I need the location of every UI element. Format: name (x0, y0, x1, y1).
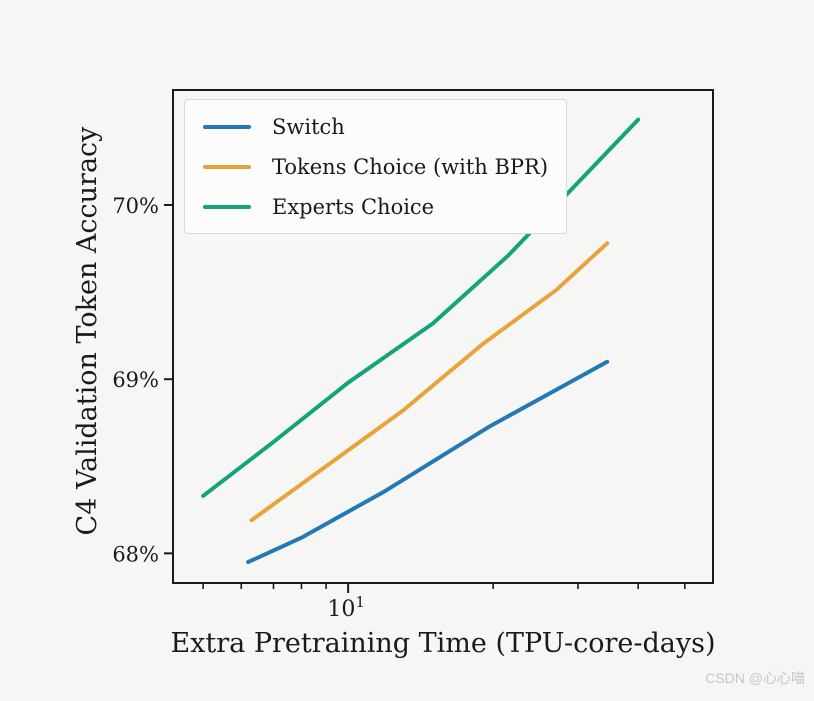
y-tick-label: 68% (112, 542, 159, 566)
legend-label: Experts Choice (272, 194, 435, 219)
x-axis-label: Extra Pretraining Time (TPU-core-days) (170, 628, 716, 659)
legend-line-switch-swatch (203, 124, 251, 129)
legend-label: Switch (272, 114, 345, 139)
y-axis-ticks: 68% 69% 70% (112, 194, 173, 566)
legend-item-tokens-choice-with-bpr: Tokens Choice (with BPR) (203, 151, 548, 182)
watermark: CSDN @心心喵 (705, 670, 805, 686)
legend-line-tokens-choice-with-bpr-swatch (203, 164, 251, 169)
y-tick-label: 70% (112, 194, 159, 218)
series-line-tokens-choice-with-bpr (249, 241, 610, 523)
series-line-switch (246, 359, 610, 565)
y-tick-label: 69% (112, 368, 159, 392)
legend-item-switch: Switch (203, 111, 548, 142)
legend-label: Tokens Choice (with BPR) (272, 154, 549, 179)
y-axis-label: C4 Validation Token Accuracy (72, 126, 103, 536)
legend-item-experts-choice: Experts Choice (203, 191, 548, 222)
legend-line-experts-choice-swatch (203, 204, 251, 209)
x-axis-ticks: 101 (327, 583, 365, 622)
legend: Switch Tokens Choice (with BPR) Experts Ch… (184, 99, 568, 234)
x-tick-label: 101 (327, 593, 365, 622)
plot-border (172, 89, 714, 584)
